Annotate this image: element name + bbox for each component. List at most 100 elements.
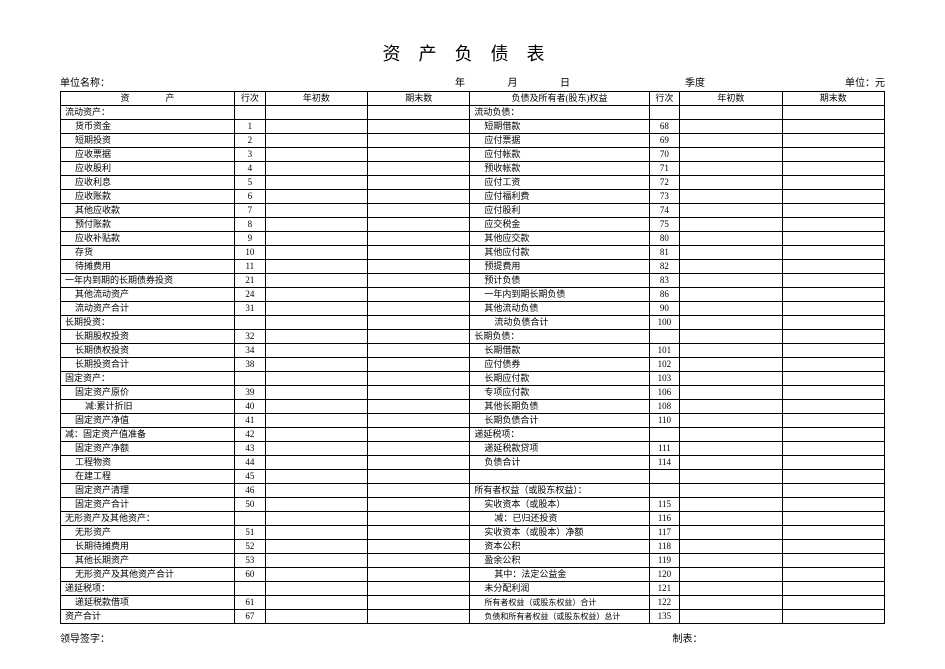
- asset-end: [368, 372, 470, 386]
- asset-row-num: 34: [235, 344, 266, 358]
- liab-cell: 盈余公积: [470, 554, 649, 568]
- table-row: 固定资产合计50实收资本（或股本）115: [61, 498, 885, 512]
- asset-begin: [265, 344, 367, 358]
- liab-cell: 负债合计: [470, 456, 649, 470]
- asset-cell: 其他应收款: [61, 204, 235, 218]
- liab-row-num: 70: [649, 148, 680, 162]
- asset-begin: [265, 288, 367, 302]
- asset-end: [368, 302, 470, 316]
- asset-begin: [265, 540, 367, 554]
- liab-end: [782, 218, 884, 232]
- table-row: 长期投资合计38应付债券102: [61, 358, 885, 372]
- asset-begin: [265, 414, 367, 428]
- liab-cell: 专项应付款: [470, 386, 649, 400]
- asset-row-num: 41: [235, 414, 266, 428]
- liab-begin: [680, 568, 782, 582]
- liab-cell: 其他应付款: [470, 246, 649, 260]
- liab-begin: [680, 512, 782, 526]
- asset-cell: 固定资产净值: [61, 414, 235, 428]
- asset-row-num: 24: [235, 288, 266, 302]
- asset-begin: [265, 232, 367, 246]
- asset-row-num: [235, 106, 266, 120]
- asset-begin: [265, 302, 367, 316]
- asset-begin: [265, 260, 367, 274]
- liab-row-num: 114: [649, 456, 680, 470]
- liab-row-num: 71: [649, 162, 680, 176]
- season-label: 季度: [685, 74, 705, 89]
- liab-row-num: 115: [649, 498, 680, 512]
- asset-begin: [265, 358, 367, 372]
- asset-cell: 短期投资: [61, 134, 235, 148]
- table-row: 货币资金1短期借款68: [61, 120, 885, 134]
- liab-row-num: 111: [649, 442, 680, 456]
- hdr-row: 行次: [235, 92, 266, 106]
- liab-begin: [680, 162, 782, 176]
- liab-row-num: 118: [649, 540, 680, 554]
- asset-begin: [265, 484, 367, 498]
- liab-end: [782, 274, 884, 288]
- asset-row-num: [235, 372, 266, 386]
- liab-end: [782, 540, 884, 554]
- currency-label: 单位：元: [845, 74, 885, 89]
- table-row: 短期投资2应付票据69: [61, 134, 885, 148]
- table-row: 其他应收款7应付股利74: [61, 204, 885, 218]
- table-row: 长期投资：流动负债合计100: [61, 316, 885, 330]
- liab-end: [782, 386, 884, 400]
- header-row: 资 产 行次 年初数 期末数 负债及所有者(股东)权益 行次 年初数 期末数: [61, 92, 885, 106]
- table-row: 固定资产清理46所有者权益（或股东权益）：: [61, 484, 885, 498]
- asset-row-num: 5: [235, 176, 266, 190]
- liab-row-num: [649, 470, 680, 484]
- asset-cell: 预付账款: [61, 218, 235, 232]
- asset-begin: [265, 498, 367, 512]
- asset-end: [368, 218, 470, 232]
- asset-end: [368, 470, 470, 484]
- liab-end: [782, 358, 884, 372]
- liab-cell: 流动负债：: [470, 106, 649, 120]
- liab-row-num: 135: [649, 610, 680, 624]
- hdr-begin: 年初数: [265, 92, 367, 106]
- hdr-liab: 负债及所有者(股东)权益: [470, 92, 649, 106]
- asset-cell: 固定资产清理: [61, 484, 235, 498]
- asset-begin: [265, 554, 367, 568]
- asset-end: [368, 386, 470, 400]
- asset-begin: [265, 568, 367, 582]
- liab-end: [782, 330, 884, 344]
- liab-cell: 负债和所有者权益（或股东权益）总计: [470, 610, 649, 624]
- table-row: 应收股利4预收帐款71: [61, 162, 885, 176]
- asset-row-num: 44: [235, 456, 266, 470]
- liab-end: [782, 596, 884, 610]
- asset-cell: 应收票据: [61, 148, 235, 162]
- asset-cell: 应收利息: [61, 176, 235, 190]
- hdr-asset: 资 产: [61, 92, 235, 106]
- liab-cell: 所有者权益（或股东权益）：: [470, 484, 649, 498]
- asset-begin: [265, 204, 367, 218]
- asset-begin: [265, 610, 367, 624]
- asset-begin: [265, 218, 367, 232]
- liab-cell: 长期负债：: [470, 330, 649, 344]
- asset-cell: 减：固定资产值准备: [61, 428, 235, 442]
- liab-begin: [680, 302, 782, 316]
- liab-row-num: 68: [649, 120, 680, 134]
- liab-begin: [680, 232, 782, 246]
- asset-row-num: 51: [235, 526, 266, 540]
- hdr-end: 期末数: [368, 92, 470, 106]
- liab-begin: [680, 246, 782, 260]
- liab-end: [782, 260, 884, 274]
- asset-begin: [265, 330, 367, 344]
- asset-end: [368, 414, 470, 428]
- liab-begin: [680, 456, 782, 470]
- liab-end: [782, 400, 884, 414]
- asset-begin: [265, 428, 367, 442]
- liab-row-num: 108: [649, 400, 680, 414]
- asset-end: [368, 582, 470, 596]
- asset-cell: 无形资产及其他资产：: [61, 512, 235, 526]
- asset-cell: 固定资产合计: [61, 498, 235, 512]
- liab-end: [782, 162, 884, 176]
- liab-end: [782, 246, 884, 260]
- asset-cell: 长期投资合计: [61, 358, 235, 372]
- liab-end: [782, 526, 884, 540]
- asset-row-num: 4: [235, 162, 266, 176]
- table-row: 其他长期资产53盈余公积119: [61, 554, 885, 568]
- hdr-begin2: 年初数: [680, 92, 782, 106]
- asset-begin: [265, 148, 367, 162]
